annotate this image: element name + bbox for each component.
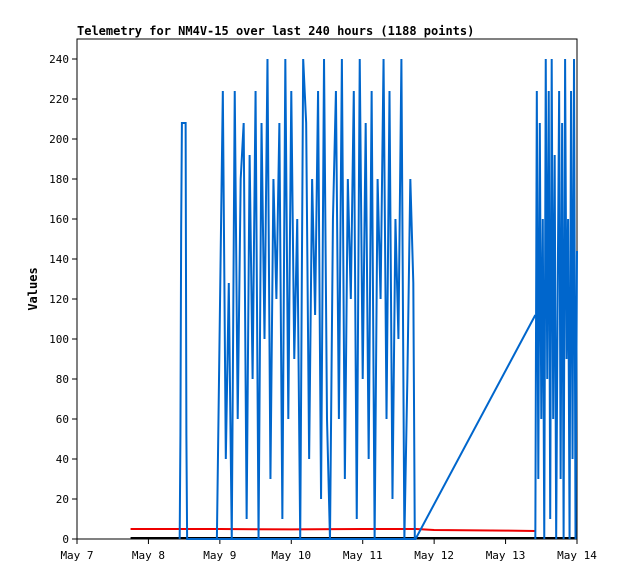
y-tick-label: 80 xyxy=(56,373,69,386)
y-tick-label: 20 xyxy=(56,493,69,506)
series-line-3 xyxy=(215,58,416,540)
series-layer xyxy=(130,58,578,540)
x-axis: May 7 May 8 May 9 May 10 May 11 May 12 May 13 M… xyxy=(60,539,597,562)
y-tick-label: 140 xyxy=(49,253,69,266)
x-tick-label: May 13 xyxy=(486,549,526,562)
series-line-2 xyxy=(178,122,537,540)
x-tick-label: May 14 xyxy=(557,549,597,562)
series-line-4 xyxy=(534,58,578,540)
y-tick-label: 180 xyxy=(49,173,69,186)
y-tick-label: 60 xyxy=(56,413,69,426)
y-tick-label: 160 xyxy=(49,213,69,226)
y-axis: 0 20 40 60 80 100 120 140 160 180 200 220 240 xyxy=(49,53,77,546)
y-axis-label: Values xyxy=(26,267,40,310)
series-line-0 xyxy=(130,528,536,532)
chart-title: Telemetry for NM4V-15 over last 240 hour… xyxy=(77,24,474,38)
x-tick-label: May 8 xyxy=(132,549,165,562)
x-tick-label: May 9 xyxy=(203,549,236,562)
y-tick-label: 0 xyxy=(62,533,69,546)
x-tick-label: May 12 xyxy=(414,549,454,562)
plot-area xyxy=(76,38,578,540)
y-tick-label: 240 xyxy=(49,53,69,66)
y-tick-label: 120 xyxy=(49,293,69,306)
y-tick-label: 200 xyxy=(49,133,69,146)
y-tick-label: 220 xyxy=(49,93,69,106)
x-tick-label: May 10 xyxy=(271,549,311,562)
x-tick-label: May 7 xyxy=(60,549,93,562)
x-tick-label: May 11 xyxy=(343,549,383,562)
y-tick-label: 100 xyxy=(49,333,69,346)
y-tick-label: 40 xyxy=(56,453,69,466)
